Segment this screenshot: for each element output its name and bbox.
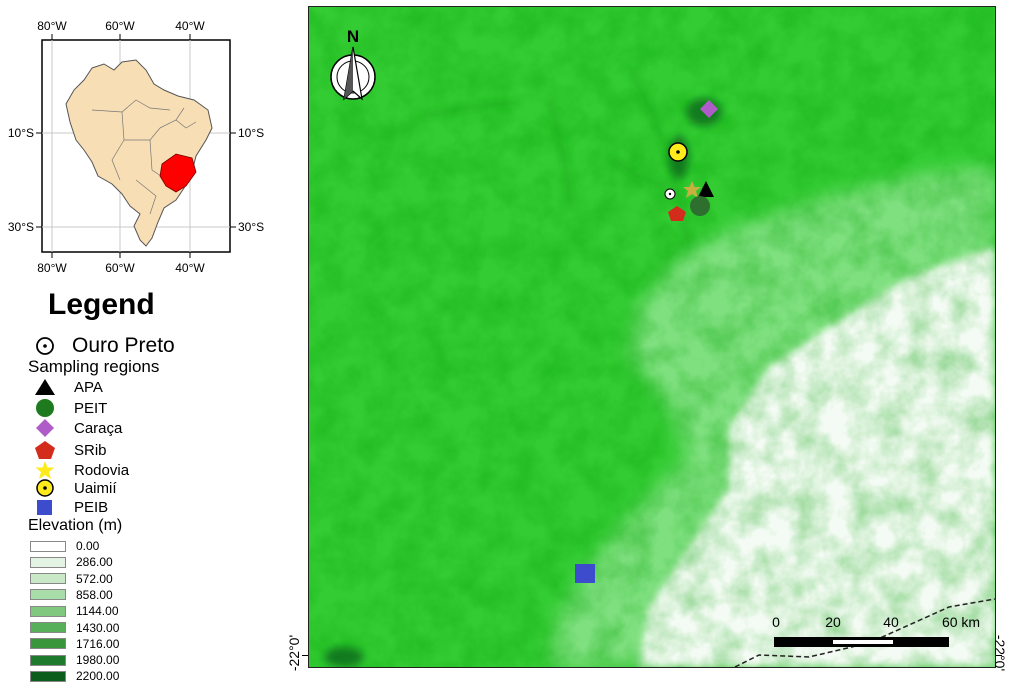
legend-item-uaimii: Uaimií <box>30 478 117 498</box>
elevation-class: 0.00 <box>30 538 99 554</box>
srib-marker <box>668 206 686 221</box>
elevation-value: 2200.00 <box>76 669 120 684</box>
brazil-shape <box>65 59 213 247</box>
elevation-swatch <box>30 654 66 666</box>
north-arrow: N <box>330 27 376 101</box>
elevation-value: 0.00 <box>76 539 100 553</box>
inset-lat-label: 10°S <box>238 126 264 140</box>
elevation-class: 1716.00 <box>30 636 119 652</box>
svg-text:20: 20 <box>825 614 841 630</box>
legend-label: Ouro Preto <box>72 334 175 357</box>
legend-title: Legend <box>48 288 155 321</box>
inset-lat-label: 10°S <box>8 126 34 140</box>
elevation-class: 858.00 <box>30 587 113 603</box>
caraca-marker <box>700 100 718 118</box>
elevation-class: 572.00 <box>30 571 113 587</box>
elevation-value: 1980.00 <box>76 653 120 668</box>
scale-bar: 0 20 40 60 km <box>772 614 980 647</box>
elevation-value: 1716.00 <box>76 636 120 651</box>
circled-dot-icon <box>30 478 60 498</box>
svg-text:N: N <box>347 27 359 46</box>
svg-text:60 km: 60 km <box>942 614 980 630</box>
elevation-swatch <box>30 622 66 633</box>
pentagon-icon <box>30 440 60 460</box>
legend-label: Rodovia <box>74 461 130 479</box>
ouro-preto-marker <box>664 188 676 200</box>
inset-lat-label: 30°S <box>238 220 264 234</box>
legend-item-srib: SRib <box>30 440 107 460</box>
inset-lat-label: 30°S <box>8 220 34 234</box>
legend-item-caraca: Caraça <box>30 418 122 438</box>
legend-label: Caraça <box>74 419 123 437</box>
sampling-regions-title: Sampling regions <box>28 357 160 376</box>
elevation-swatch <box>30 573 66 585</box>
inset-lon-label: 40°W <box>175 261 205 275</box>
elevation-value: 286.00 <box>76 555 113 570</box>
elevation-class: 1980.00 <box>30 652 119 668</box>
legend-item-apa: APA <box>30 377 103 397</box>
elevation-map: N 0 20 40 60 km <box>308 6 996 668</box>
elevation-value: 1144.00 <box>76 604 119 619</box>
inset-lon-label: 40°W <box>175 19 205 33</box>
elevation-value: 1430.00 <box>76 620 120 635</box>
lat-label-right: -22°0' <box>992 634 1009 672</box>
elevation-swatch <box>30 589 66 601</box>
uaimii-marker <box>668 142 688 162</box>
legend-item-ouro-preto: Ouro Preto <box>30 334 175 357</box>
inset-lon-label: 80°W <box>37 261 67 275</box>
elevation-class: 286.00 <box>30 554 113 570</box>
legend-item-peib: PEIB <box>30 497 108 517</box>
elevation-class: 2200.00 <box>30 668 119 684</box>
square-icon <box>30 497 60 517</box>
rodovia-marker <box>683 181 701 198</box>
svg-text:40: 40 <box>883 614 899 630</box>
elevation-swatch <box>30 540 66 552</box>
legend-item-rodovia: Rodovia <box>30 460 129 480</box>
diamond-icon <box>30 418 60 438</box>
elevation-swatch <box>30 556 66 568</box>
legend-label: PEIT <box>74 399 108 417</box>
legend-label: SRib <box>74 441 107 459</box>
circle-icon <box>30 398 60 418</box>
inset-lon-label: 80°W <box>37 19 67 33</box>
apa-marker <box>698 181 714 197</box>
star-icon <box>30 460 60 480</box>
inset-map: 80°W 60°W 40°W 80°W 60°W 40°W 10°S 30°S … <box>0 0 290 285</box>
legend-label: Uaimií <box>74 479 117 497</box>
elevation-value: 572.00 <box>76 571 113 586</box>
legend-label: APA <box>74 378 103 396</box>
elevation-class: 1430.00 <box>30 620 119 636</box>
elevation-swatch <box>30 605 66 617</box>
inset-lon-label: 60°W <box>105 19 135 33</box>
elevation-class: 1144.00 <box>30 603 119 619</box>
elevation-swatch <box>30 638 66 650</box>
svg-text:0: 0 <box>772 614 780 630</box>
elevation-swatch <box>30 670 66 682</box>
legend-item-peit: PEIT <box>30 398 107 418</box>
circled-dot-icon <box>30 336 60 356</box>
elevation-value: 858.00 <box>76 587 113 602</box>
minas-gerais-highlight <box>159 153 197 193</box>
elevation-legend-title: Elevation (m) <box>28 517 123 534</box>
lat-label-left: -22°0' <box>286 634 303 672</box>
inset-lon-label: 60°W <box>105 261 135 275</box>
peit-marker <box>690 196 710 216</box>
peib-marker <box>575 564 595 583</box>
triangle-icon <box>30 377 60 397</box>
legend-label: PEIB <box>74 498 109 516</box>
